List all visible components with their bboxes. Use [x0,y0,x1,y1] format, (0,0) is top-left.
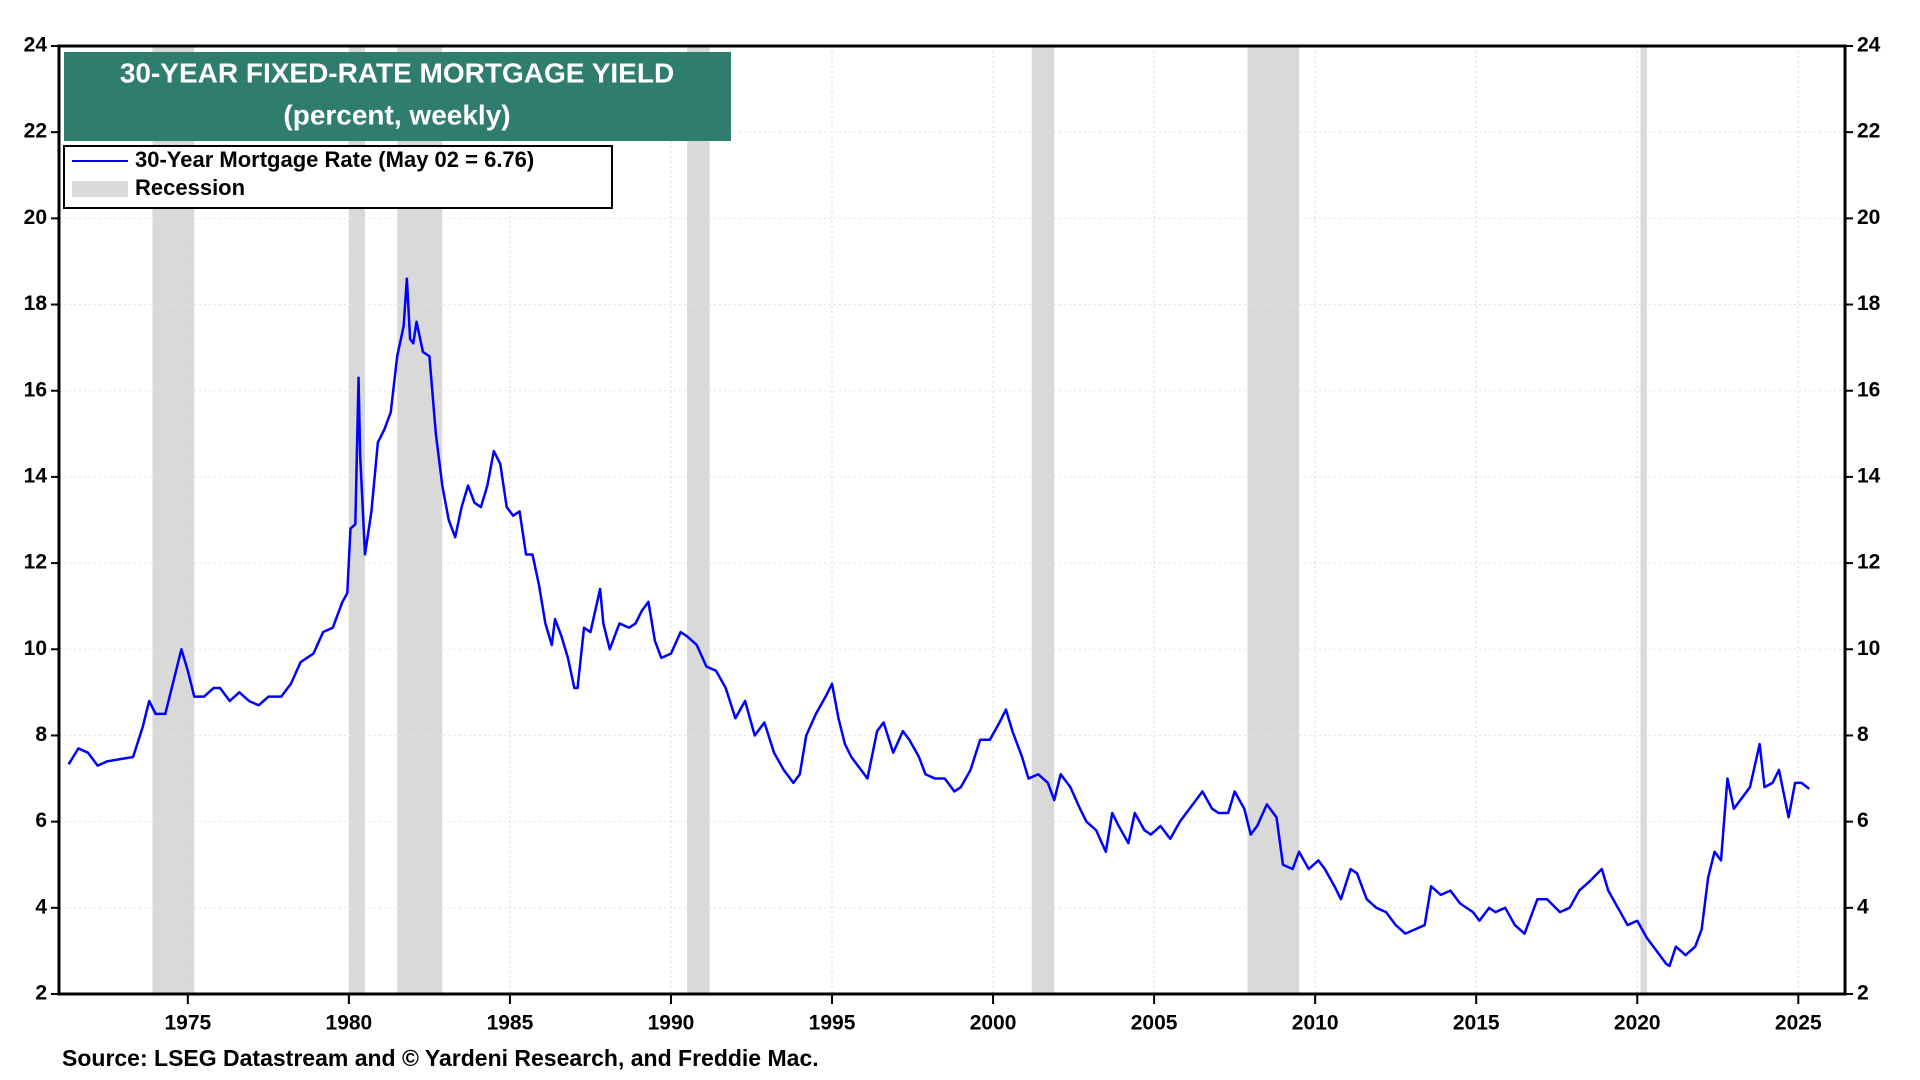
legend-swatch [72,181,128,197]
y-tick-label: 12 [24,551,47,574]
y-tick-label: 4 [35,895,47,918]
x-tick-label: 2025 [1775,1012,1822,1035]
y2-tick-label: 4 [1857,895,1869,918]
x-tick-label: 2005 [1131,1012,1178,1035]
plot-frame [57,44,1847,996]
chart-title: 30-YEAR FIXED-RATE MORTGAGE YIELD [120,57,674,88]
x-tick-label: 1995 [809,1012,856,1035]
recession-band [348,46,365,994]
grid [59,45,1845,995]
y-tick-label: 18 [24,292,48,315]
legend-label: 30-Year Mortgage Rate (May 02 = 6.76) [135,147,534,172]
y2-tick-label: 10 [1857,637,1880,660]
recession-band [687,46,710,994]
chart-subtitle: (percent, weekly) [283,99,510,130]
y2-tick-label: 12 [1857,551,1880,574]
y-tick-label: 8 [35,723,47,746]
title-box [64,52,731,141]
lines [67,277,1811,968]
y2-tick-label: 16 [1857,378,1880,401]
legend-label: Recession [135,175,245,200]
y2-tick-label: 14 [1857,464,1881,487]
y2-tick-label: 22 [1857,120,1880,143]
y2-tick-label: 20 [1857,206,1880,229]
x-tick-label: 2015 [1453,1012,1500,1035]
y-tick-label: 14 [24,464,48,487]
x-tick-label: 2020 [1614,1012,1661,1035]
recession-band [1031,46,1055,994]
x-tick-label: 2000 [970,1012,1017,1035]
y2-tick-label: 24 [1857,34,1881,57]
recession-band [1247,46,1300,994]
y-tick-label: 2 [35,982,47,1005]
y2-tick-label: 6 [1857,809,1869,832]
legend [63,145,613,209]
x-tick-label: 1990 [648,1012,695,1035]
x-tick-label: 1980 [326,1012,373,1035]
y-tick-label: 22 [24,120,47,143]
y2-tick-label: 8 [1857,723,1869,746]
y2-tick-label: 2 [1857,982,1869,1005]
x-tick-label: 1975 [164,1012,211,1035]
x-tick-label: 1985 [487,1012,534,1035]
y-tick-label: 16 [24,378,47,401]
y-tick-label: 24 [24,34,48,57]
x-tick-label: 2010 [1292,1012,1339,1035]
y2-tick-label: 18 [1857,292,1881,315]
recession-band [1640,46,1647,994]
y-tick-label: 20 [24,206,47,229]
y-tick-label: 10 [24,637,47,660]
source-note: Source: LSEG Datastream and © Yardeni Re… [62,1045,819,1071]
y-tick-label: 6 [35,809,47,832]
series-line [67,277,1811,968]
